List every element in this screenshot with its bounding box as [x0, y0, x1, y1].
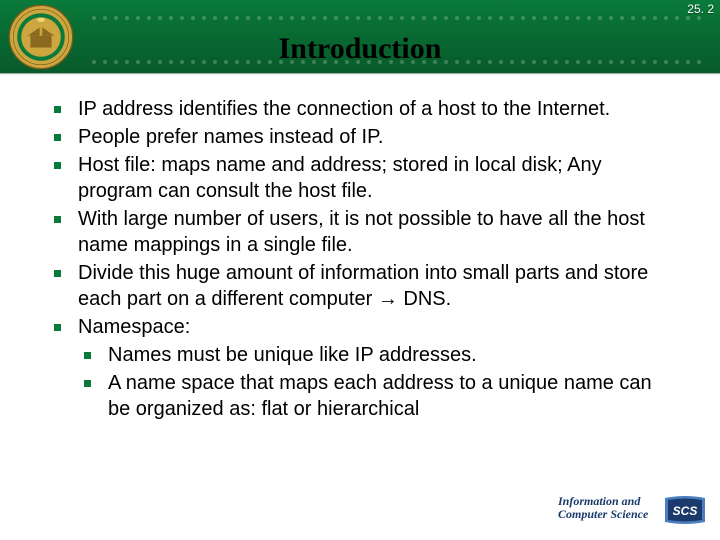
slide: 25. 2 Introduction IP address identifies… — [0, 0, 720, 540]
university-seal-icon — [8, 4, 74, 70]
list-item: Divide this huge amount of information i… — [48, 260, 664, 312]
footer-logo: Information and Computer Science SCS — [558, 492, 708, 532]
bullet-text: With large number of users, it is not po… — [78, 208, 645, 256]
bullet-text: People prefer names instead of IP. — [78, 126, 383, 148]
list-item: Namespace: Names must be unique like IP … — [48, 314, 664, 422]
bullet-text: Namespace: — [78, 316, 190, 338]
footer-logo-text: Information and — [558, 494, 641, 508]
bullet-sublist: Names must be unique like IP addresses. … — [78, 342, 664, 422]
footer-logo-text: Computer Science — [558, 507, 649, 521]
bullet-text: Divide this huge amount of information i… — [78, 262, 648, 310]
list-item: People prefer names instead of IP. — [48, 124, 664, 150]
slide-title: Introduction — [279, 32, 442, 66]
header-dots-top — [92, 16, 712, 22]
list-item: Names must be unique like IP addresses. — [78, 342, 664, 368]
bullet-text: IP address identifies the connection of … — [78, 98, 610, 120]
bullet-text: Host file: maps name and address; stored… — [78, 154, 602, 202]
bullet-text: Names must be unique like IP addresses. — [108, 344, 477, 366]
list-item: With large number of users, it is not po… — [48, 206, 664, 258]
page-number: 25. 2 — [687, 2, 714, 16]
list-item: Host file: maps name and address; stored… — [48, 152, 664, 204]
list-item: IP address identifies the connection of … — [48, 96, 664, 122]
bullet-text: A name space that maps each address to a… — [108, 372, 652, 420]
list-item: A name space that maps each address to a… — [78, 370, 664, 422]
content-area: IP address identifies the connection of … — [48, 96, 664, 424]
svg-text:SCS: SCS — [673, 504, 698, 518]
bullet-list: IP address identifies the connection of … — [48, 96, 664, 422]
